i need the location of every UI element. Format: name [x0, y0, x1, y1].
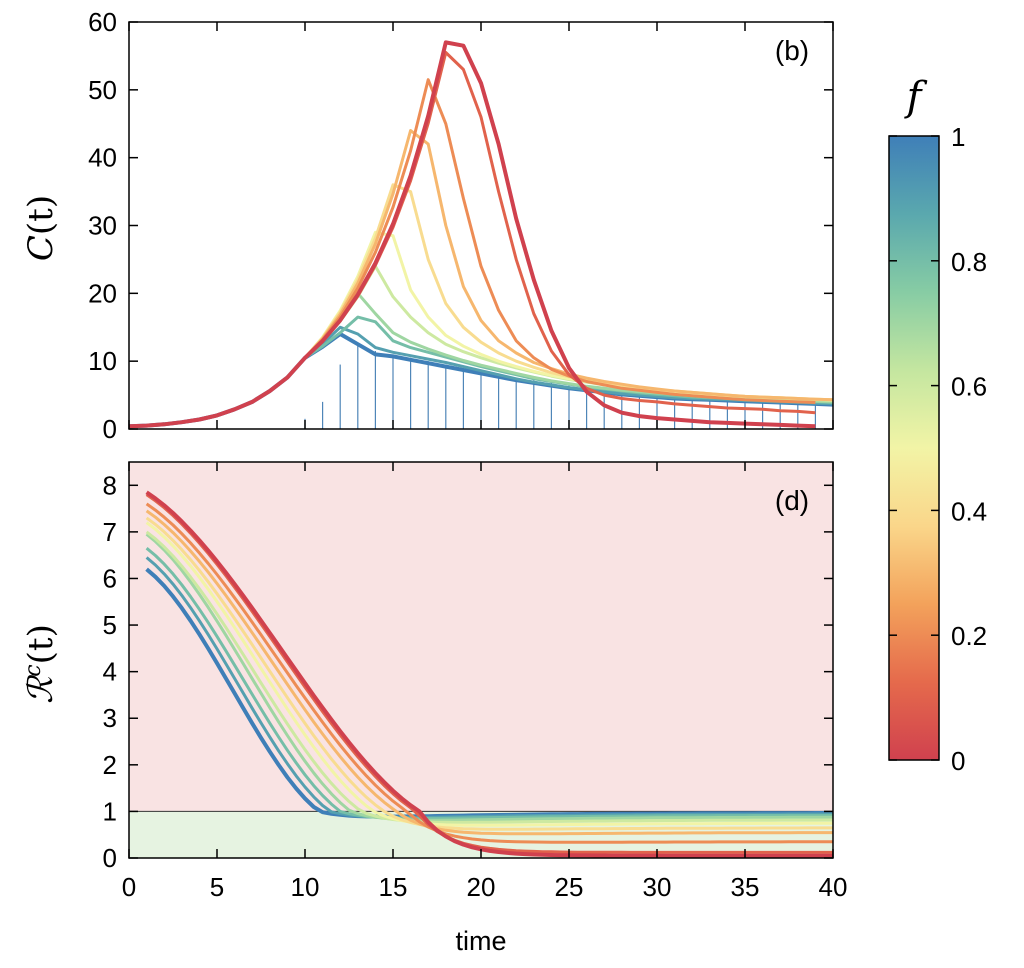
y-tick-label: 0: [103, 414, 117, 444]
bottom-y-axis-label: ℛc(t): [21, 624, 61, 704]
series-line-f-0: [129, 40, 816, 429]
y-tick-label: 8: [103, 470, 117, 500]
y-tick-label: 4: [103, 657, 117, 687]
y-tick-label: 6: [103, 563, 117, 593]
y-tick-label: 40: [88, 143, 117, 173]
panel-label-b: (b): [775, 35, 809, 66]
y-tick-label: 2: [103, 750, 117, 780]
y-tick-label: 5: [103, 610, 117, 640]
rc-line-f-0.5: [145, 521, 833, 827]
series-line-f-0.2: [129, 78, 816, 428]
colorbar-tick-label: 0: [951, 746, 965, 776]
y-tick-label: 3: [103, 703, 117, 733]
y-tick-label: 10: [88, 346, 117, 376]
colorbar-gradient: [888, 135, 940, 761]
y-tick-label: 7: [103, 517, 117, 547]
y-tick-label: 1: [103, 796, 117, 826]
colorbar: f 0 0.2 0.4 0.6 0.8 1: [888, 74, 987, 776]
top-y-axis-label-main: C: [21, 235, 61, 261]
top-axis-ticks: 0 10 20 30 40 50 60: [88, 7, 834, 444]
y-tick-label: 50: [88, 75, 117, 105]
supercritical-region: [129, 462, 833, 812]
colorbar-tick-label: 0.8: [951, 247, 987, 277]
y-tick-label: 30: [88, 211, 117, 241]
x-axis-label: time: [455, 926, 506, 956]
rc-line-f-0.2: [145, 502, 833, 844]
panel-b: 0 10 20 30 40 50 60 (b) C(t): [21, 7, 834, 444]
top-y-axis-label: C(t): [21, 195, 61, 261]
rc-line-f-0.6: [145, 530, 833, 824]
rc-line-f-0.1: [145, 493, 833, 854]
y-tick-label: 60: [88, 7, 117, 37]
rc-line-f-0.3: [145, 509, 833, 836]
x-tick-label: 15: [379, 872, 408, 902]
colorbar-tick-label: 1: [951, 122, 965, 152]
bottom-axis-ticks: 0 1 2 3 4 5 6 7 8 0 5 10 15 20 25 30 35 40: [103, 462, 848, 902]
y-tick-label: 20: [88, 278, 117, 308]
rc-line-f-0.7: [145, 533, 833, 822]
rc-line-f-0.4: [145, 516, 833, 831]
top-y-axis-label-arg: (t): [21, 195, 61, 235]
colorbar-tick-label: 0.4: [951, 496, 987, 526]
x-tick-label: 5: [210, 872, 224, 902]
bottom-y-axis-label-arg: (t): [21, 624, 61, 664]
rc-line-f-0.8: [145, 547, 833, 820]
panel-d: 0 1 2 3 4 5 6 7 8 0 5 10 15 20 25 30 35 40 (d) ℛc(t) time: [21, 461, 848, 956]
x-tick-label: 20: [467, 872, 496, 902]
colorbar-tick-label: 0.6: [951, 372, 987, 402]
bottom-series-lines: [145, 490, 833, 858]
x-tick-label: 10: [291, 872, 320, 902]
x-tick-label: 40: [819, 872, 848, 902]
colorbar-title: f: [904, 74, 928, 120]
panel-label-d: (d): [775, 485, 809, 516]
x-tick-label: 25: [555, 872, 584, 902]
x-tick-label: 35: [731, 872, 760, 902]
x-tick-label: 0: [122, 872, 136, 902]
bottom-y-axis-label-main: ℛ: [21, 674, 61, 704]
x-tick-label: 30: [643, 872, 672, 902]
impulse-bars: [304, 344, 817, 429]
y-tick-label: 0: [103, 843, 117, 873]
rc-line-f-0: [145, 490, 833, 858]
colorbar-ticks: 0 0.2 0.4 0.6 0.8 1: [889, 122, 987, 776]
top-series-lines: [129, 40, 833, 429]
colorbar-tick-label: 0.2: [951, 621, 987, 651]
bottom-y-axis-label-sup: c: [21, 664, 46, 676]
